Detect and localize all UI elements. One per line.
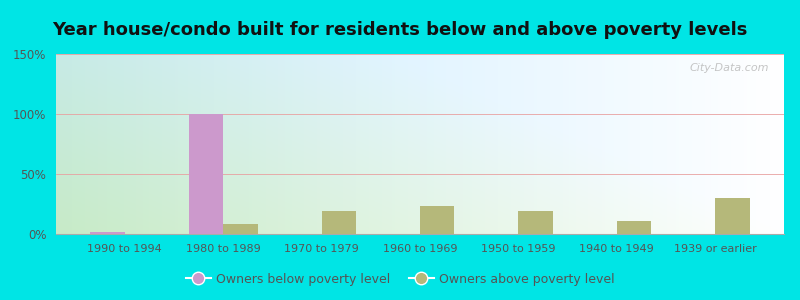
Bar: [90, 232, 125, 234]
Legend: Owners below poverty level, Owners above poverty level: Owners below poverty level, Owners above…: [181, 268, 619, 291]
Bar: [322, 211, 356, 234]
Bar: [420, 206, 454, 234]
Bar: [715, 198, 750, 234]
Text: City-Data.com: City-Data.com: [690, 63, 770, 73]
Bar: [518, 211, 553, 234]
Text: Year house/condo built for residents below and above poverty levels: Year house/condo built for residents bel…: [52, 21, 748, 39]
Bar: [617, 221, 651, 234]
Bar: [223, 224, 258, 234]
Bar: [189, 114, 223, 234]
